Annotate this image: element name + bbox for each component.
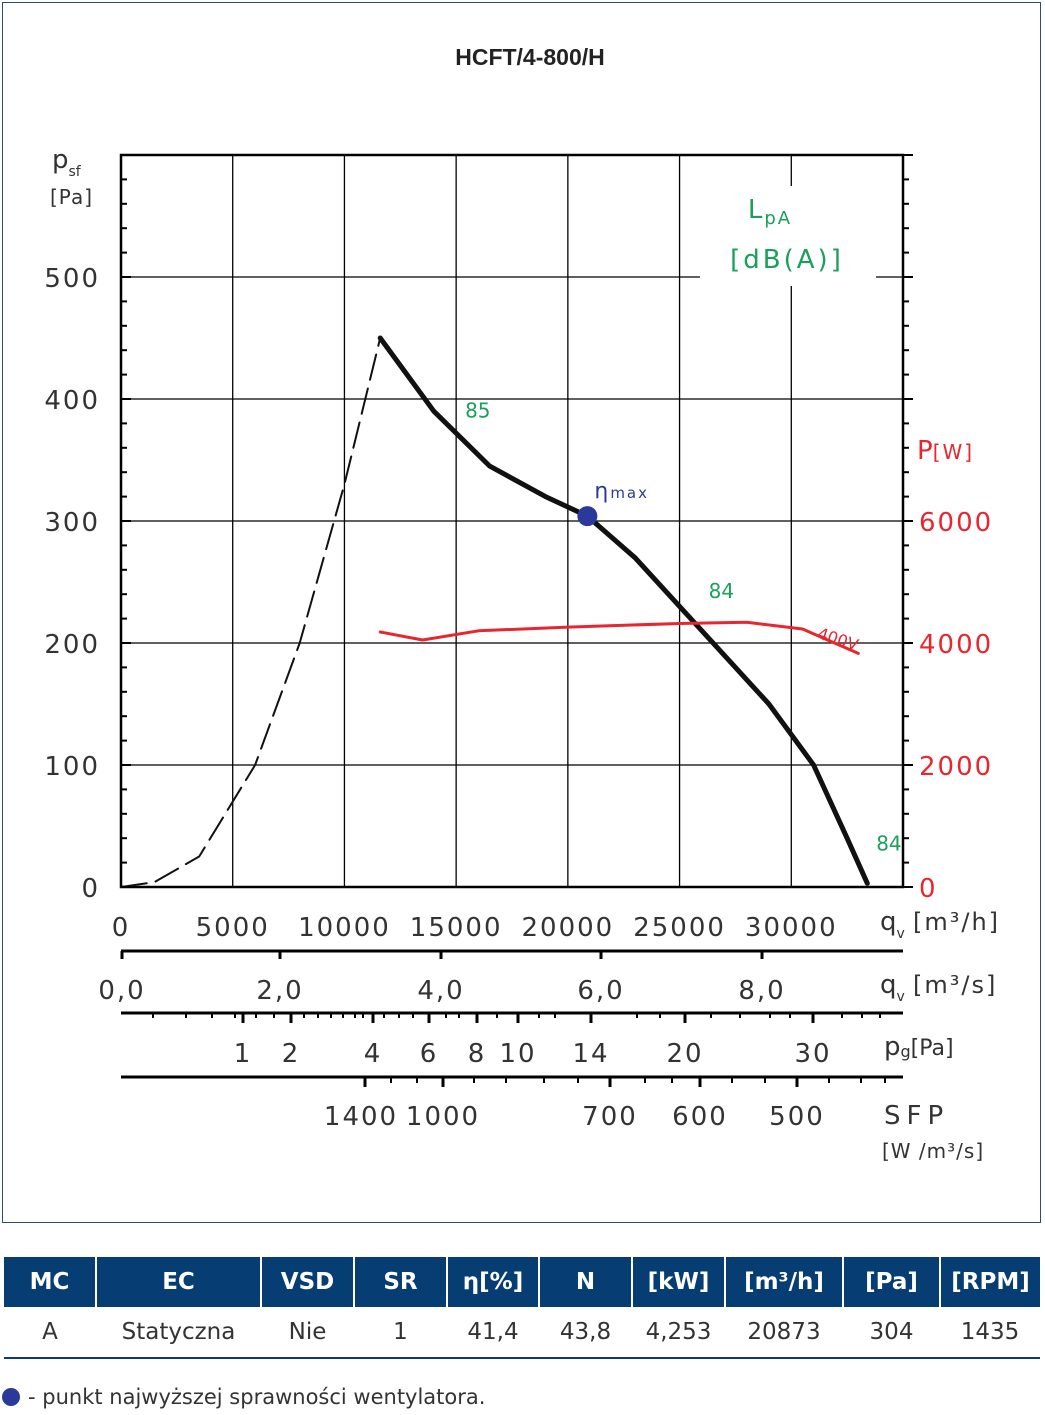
x-tick-label-sfp: 600 xyxy=(672,1102,728,1132)
x-tick-label-pg: 10 xyxy=(499,1039,536,1069)
cell-pressure: 304 xyxy=(843,1307,940,1359)
pressure-curve xyxy=(377,335,870,886)
specs-data-row: A Statyczna Nie 1 41,4 43,8 4,253 20873 … xyxy=(4,1307,1040,1359)
y-tick-label: 400 xyxy=(44,386,100,416)
x-axis-sub-m3h: v xyxy=(897,926,905,942)
x-tick-label-m3h: 0 xyxy=(112,913,131,943)
power-series-label: 400V xyxy=(815,624,860,655)
x-axis-label-sfp: SFP xyxy=(884,1101,949,1131)
x-tick-label-sfp: 1000 xyxy=(406,1102,480,1132)
y-axis-label: psf xyxy=(52,145,82,180)
header-mc: MC xyxy=(4,1257,97,1307)
y-tick-label: 500 xyxy=(44,264,100,294)
x-tick-label-m3s: 0,0 xyxy=(98,976,145,1006)
series-layer xyxy=(120,335,870,888)
cell-kw: 4,253 xyxy=(632,1307,725,1359)
noise-level-label: 84 xyxy=(876,831,901,855)
power-tick-label: 2000 xyxy=(919,752,993,782)
x-tick-label-m3s: 4,0 xyxy=(417,976,464,1006)
x-tick-label-pg: 14 xyxy=(572,1039,609,1069)
cell-vsd: Nie xyxy=(261,1307,354,1359)
x-tick-label-m3s: 8,0 xyxy=(738,976,785,1006)
x-axis-label-pg: pg[Pa] xyxy=(884,1032,954,1062)
power-tick-label: 6000 xyxy=(919,508,993,538)
axis-layer: 0100200300400500psf[Pa]P[W]0200040006000… xyxy=(44,145,1000,1163)
x-tick-label-m3s: 6,0 xyxy=(577,976,624,1006)
y-axis-unit: [Pa] xyxy=(50,185,93,209)
legend-note-text: - punkt najwyższej sprawności wentylator… xyxy=(28,1385,486,1409)
header-kw: [kW] xyxy=(632,1257,726,1307)
cell-efficiency: 41,4 xyxy=(447,1307,539,1359)
y-tick-label: 300 xyxy=(44,508,100,538)
eta-max-sub: max xyxy=(610,484,649,502)
x-axis-sub-m3s: v xyxy=(897,989,905,1005)
x-axis-label-m3h: qv xyxy=(880,907,905,942)
eta-max-point xyxy=(577,506,598,527)
chart-title: HCFT/4-800/H xyxy=(455,44,605,70)
x-tick-label-pg: 6 xyxy=(420,1039,439,1069)
eta-point-icon xyxy=(2,1388,20,1406)
x-tick-label-m3s: 2,0 xyxy=(256,976,303,1006)
header-efficiency: η[%] xyxy=(447,1257,540,1307)
header-n: N xyxy=(539,1257,633,1307)
noise-level-label: 85 xyxy=(465,398,490,422)
x-tick-label-pg: 20 xyxy=(666,1039,703,1069)
noise-axis-unit: [dB(A)] xyxy=(730,245,844,275)
noise-axis-sub: pA xyxy=(764,208,792,229)
cell-ec: Statyczna xyxy=(96,1307,261,1359)
x-tick-label-sfp: 1400 xyxy=(324,1102,398,1132)
x-tick-label-pg: 4 xyxy=(364,1039,383,1069)
noise-level-label: 84 xyxy=(709,579,734,603)
y-tick-label: 200 xyxy=(44,630,100,660)
header-rpm: [RPM] xyxy=(940,1257,1040,1307)
cell-flow: 20873 xyxy=(725,1307,843,1359)
x-axis-sub-pg: g xyxy=(901,1042,911,1061)
x-axis-unit-m3s: [m³/s] xyxy=(913,971,997,999)
cell-rpm: 1435 xyxy=(940,1307,1040,1359)
y-axis-label-sub: sf xyxy=(69,164,82,180)
x-axis-unit-sfp: [W /m³/s] xyxy=(882,1139,984,1163)
x-tick-label-pg: 8 xyxy=(468,1039,487,1069)
x-tick-label-pg: 1 xyxy=(234,1039,253,1069)
y-tick-label: 100 xyxy=(44,752,100,782)
x-tick-label-m3h: 20000 xyxy=(521,913,614,943)
specs-table: MC EC VSD SR η[%] N [kW] [m³/h] [Pa] [RP… xyxy=(4,1257,1040,1359)
power-axis-unit: [W] xyxy=(933,440,974,464)
cell-n: 43,8 xyxy=(539,1307,632,1359)
x-tick-label-pg: 30 xyxy=(794,1039,831,1069)
x-tick-label-sfp: 700 xyxy=(582,1102,638,1132)
cell-mc: A xyxy=(4,1307,96,1359)
power-axis-label: P[W] xyxy=(917,436,974,466)
x-tick-label-m3h: 15000 xyxy=(410,913,503,943)
eta-max-label: η max xyxy=(594,479,649,504)
x-axis-unit-pg: [Pa] xyxy=(911,1036,954,1061)
header-ec: EC xyxy=(96,1257,262,1307)
power-curve xyxy=(378,620,860,655)
legend-note: - punkt najwyższej sprawności wentylator… xyxy=(2,1385,485,1409)
power-tick-label: 4000 xyxy=(919,630,993,660)
x-axis-unit-m3h: [m³/h] xyxy=(913,908,1000,936)
header-pressure: [Pa] xyxy=(843,1257,941,1307)
stall-region-curve xyxy=(120,337,382,888)
header-vsd: VSD xyxy=(261,1257,355,1307)
x-tick-label-m3h: 5000 xyxy=(196,913,270,943)
x-tick-label-m3h: 10000 xyxy=(298,913,391,943)
x-tick-label-pg: 2 xyxy=(282,1039,301,1069)
header-sr: SR xyxy=(354,1257,448,1307)
x-tick-label-m3h: 25000 xyxy=(633,913,726,943)
x-tick-label-m3h: 30000 xyxy=(745,913,838,943)
y-tick-label: 0 xyxy=(81,874,100,904)
cell-sr: 1 xyxy=(354,1307,447,1359)
power-tick-label: 0 xyxy=(919,874,938,904)
noise-label-background xyxy=(700,186,876,286)
x-tick-label-sfp: 500 xyxy=(769,1102,825,1132)
specs-header-row: MC EC VSD SR η[%] N [kW] [m³/h] [Pa] [RP… xyxy=(4,1257,1040,1307)
chart-frame xyxy=(2,2,1041,1223)
header-flow: [m³/h] xyxy=(725,1257,844,1307)
x-axis-label-m3s: qv xyxy=(880,970,905,1005)
